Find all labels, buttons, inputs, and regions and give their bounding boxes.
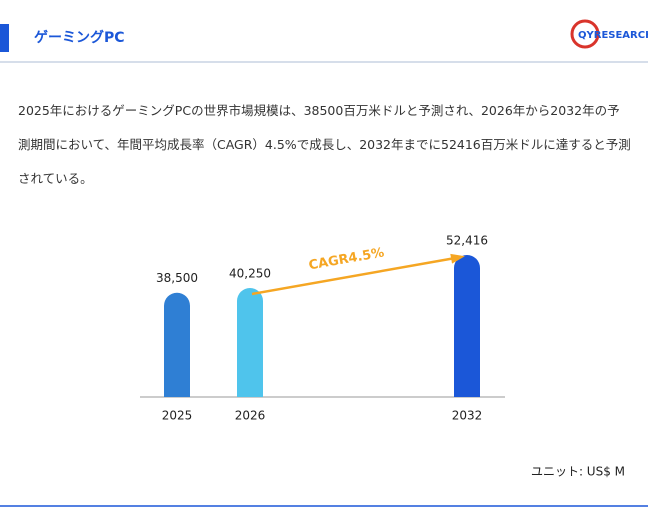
unit-note: ユニット: US$ M bbox=[531, 465, 625, 479]
cagr-arrowhead bbox=[450, 253, 465, 264]
value-label: 40,250 bbox=[229, 266, 271, 280]
header-accent bbox=[0, 24, 9, 52]
description: 2025年におけるゲーミングPCの世界市場規模は、38500百万米ドルと予測され… bbox=[18, 103, 631, 186]
bar bbox=[237, 287, 263, 397]
value-label: 52,416 bbox=[446, 234, 488, 248]
cagr-arrow bbox=[251, 255, 462, 296]
value-label: 38,500 bbox=[156, 271, 198, 285]
x-tick-label: 2032 bbox=[452, 409, 483, 423]
logo-ring bbox=[570, 19, 600, 49]
x-tick-label: 2025 bbox=[162, 409, 193, 423]
header-title: ゲーミングPC bbox=[34, 29, 125, 46]
bar bbox=[454, 255, 480, 397]
x-tick-label: 2026 bbox=[235, 409, 266, 423]
logo: QYRESEARCH bbox=[578, 30, 648, 41]
bar bbox=[164, 292, 190, 397]
cagr-label: CAGR4.5% bbox=[308, 245, 386, 273]
